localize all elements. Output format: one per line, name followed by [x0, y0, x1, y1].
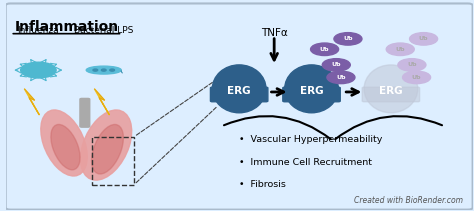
Ellipse shape [51, 124, 80, 170]
Circle shape [327, 71, 355, 84]
Ellipse shape [285, 65, 338, 113]
Text: TNFα: TNFα [261, 28, 288, 38]
FancyBboxPatch shape [6, 3, 473, 210]
Polygon shape [94, 89, 109, 115]
Text: ERG: ERG [228, 86, 251, 96]
Ellipse shape [91, 124, 123, 174]
Text: Ub: Ub [320, 47, 329, 52]
Text: Ub: Ub [336, 75, 346, 80]
Ellipse shape [212, 65, 266, 113]
Text: Ub: Ub [343, 36, 353, 41]
Text: •  Immune Cell Recruitment: • Immune Cell Recruitment [239, 158, 372, 166]
Text: Ub: Ub [331, 62, 341, 67]
FancyBboxPatch shape [283, 87, 340, 102]
Circle shape [93, 69, 98, 71]
Bar [92, 137, 134, 185]
Circle shape [310, 43, 338, 55]
Circle shape [398, 59, 426, 71]
Circle shape [21, 62, 56, 78]
FancyBboxPatch shape [80, 98, 90, 127]
Text: Ub: Ub [395, 47, 405, 52]
Text: Ub: Ub [412, 75, 421, 80]
Text: ERG: ERG [379, 86, 403, 96]
Circle shape [101, 69, 106, 71]
FancyBboxPatch shape [210, 87, 268, 102]
Circle shape [386, 43, 414, 55]
Text: ERG: ERG [300, 86, 323, 96]
FancyBboxPatch shape [362, 87, 419, 102]
Circle shape [402, 71, 430, 84]
Text: Bacterial LPS: Bacterial LPS [74, 26, 134, 35]
Text: Created with BioRender.com: Created with BioRender.com [354, 196, 463, 206]
Ellipse shape [41, 110, 87, 176]
Text: Influenza: Influenza [18, 26, 59, 35]
Circle shape [410, 33, 438, 45]
Ellipse shape [364, 65, 418, 113]
Text: •  Vascular Hyperpermeability: • Vascular Hyperpermeability [239, 135, 383, 144]
Text: Inflammation: Inflammation [14, 20, 118, 34]
Text: •  Fibrosis: • Fibrosis [239, 180, 286, 189]
Ellipse shape [86, 66, 121, 74]
Text: Ub: Ub [419, 36, 428, 41]
Text: Ub: Ub [407, 62, 417, 67]
Polygon shape [24, 89, 39, 115]
Circle shape [334, 33, 362, 45]
Circle shape [110, 69, 115, 71]
Ellipse shape [81, 110, 132, 180]
Circle shape [322, 59, 350, 71]
